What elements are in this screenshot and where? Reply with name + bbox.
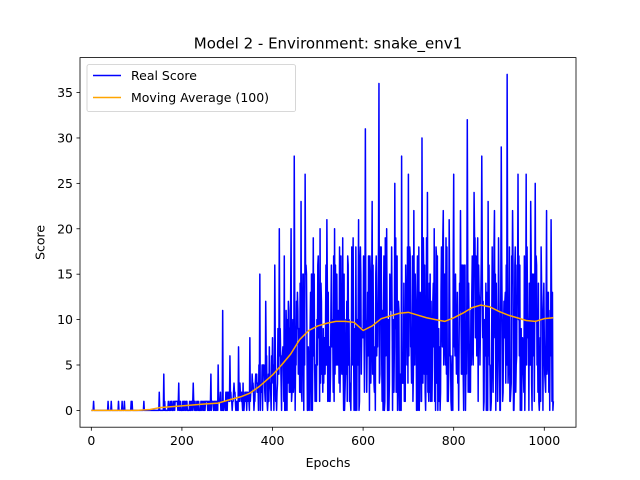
moving-average-line [91, 304, 554, 412]
y-tick-label: 10 [57, 312, 73, 327]
x-axis-title: Epochs [306, 455, 351, 470]
chart-title: Model 2 - Environment: snake_env1 [194, 35, 462, 54]
x-tick-label: 800 [442, 433, 466, 448]
plot-frame [79, 57, 577, 428]
x-tick-label: 600 [351, 433, 375, 448]
plot-area [79, 57, 577, 428]
x-axis: 0 200 400 600 800 1000 [87, 427, 560, 448]
x-tick-label: 1000 [528, 433, 560, 448]
x-tick-label: 400 [261, 433, 285, 448]
x-tick-label: 0 [87, 433, 95, 448]
y-axis-title: Score [33, 225, 48, 260]
legend-label-real-score: Real Score [131, 68, 197, 83]
y-tick-label: 20 [57, 221, 73, 236]
legend-box [86, 64, 296, 112]
y-tick-label: 25 [57, 176, 73, 191]
y-tick-label: 5 [65, 357, 73, 372]
y-tick-label: 35 [57, 85, 73, 100]
y-tick-label: 30 [57, 130, 73, 145]
y-axis: 0 5 10 15 20 25 30 35 [57, 85, 80, 418]
real-score-line [91, 73, 555, 412]
legend-label-moving-average: Moving Average (100) [131, 90, 269, 105]
y-tick-label: 0 [65, 403, 73, 418]
y-tick-label: 15 [57, 267, 73, 282]
x-tick-label: 200 [170, 433, 194, 448]
legend: Real Score Moving Average (100) [86, 64, 296, 112]
